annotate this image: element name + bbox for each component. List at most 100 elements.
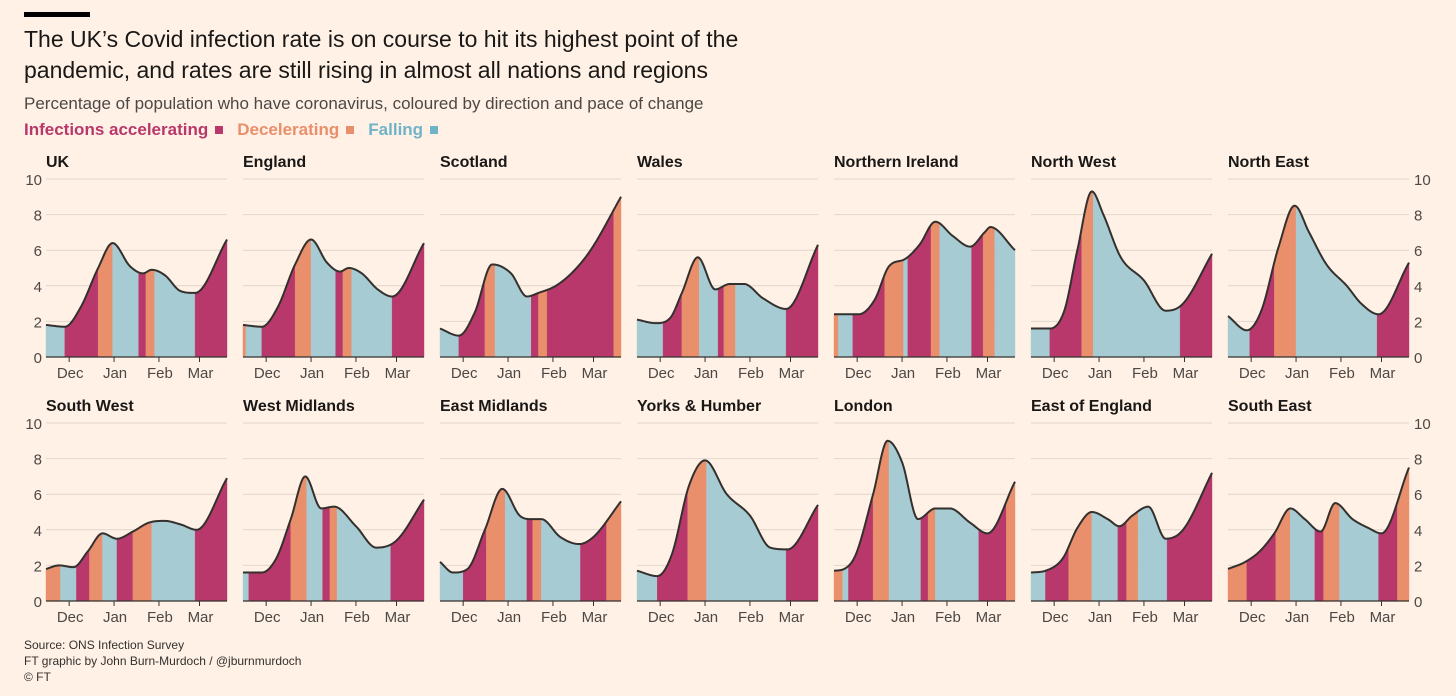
panel-london: Dec Jan Feb Mar London	[833, 398, 1016, 626]
area-accelerating	[785, 244, 819, 358]
source-note: Source: ONS Infection Survey	[24, 638, 185, 652]
area-accelerating	[138, 272, 147, 358]
series-line	[636, 244, 819, 325]
area-falling	[504, 489, 528, 602]
area-decelerating	[681, 257, 700, 358]
x-tick-label: Feb	[541, 609, 567, 626]
series-line	[834, 220, 1016, 316]
area-falling	[1137, 506, 1168, 602]
area-accelerating	[717, 285, 725, 358]
graphic-credit: FT graphic by John Burn-Murdoch / @jburn…	[24, 654, 302, 668]
area-falling	[45, 324, 66, 358]
panel-wales: Dec Jan Feb Mar Wales	[636, 154, 819, 382]
series-line	[242, 238, 425, 328]
x-tick-label: Dec	[845, 609, 872, 626]
area-decelerating	[1397, 467, 1410, 602]
panel-title: London	[834, 398, 893, 415]
x-tick-label: Jan	[891, 609, 915, 626]
x-tick-label: Dec	[254, 609, 281, 626]
area-decelerating	[1275, 508, 1291, 602]
area-falling	[636, 319, 664, 358]
x-tick-label: Mar	[582, 609, 608, 626]
x-tick-label: Dec	[845, 365, 872, 382]
area-accelerating	[785, 504, 819, 602]
area-decelerating	[329, 506, 338, 602]
x-tick-label: Mar	[1173, 365, 1199, 382]
series-line	[833, 439, 1016, 572]
series-line	[1030, 472, 1213, 574]
area-decelerating	[982, 226, 995, 358]
series-line	[1227, 467, 1410, 570]
area-falling	[838, 314, 854, 358]
area-falling	[699, 257, 719, 358]
y-tick-label: 4	[34, 279, 42, 296]
area-falling	[154, 269, 196, 358]
chart-subtitle: Percentage of population who have corona…	[24, 94, 704, 113]
panel-title: Northern Ireland	[834, 154, 958, 171]
y-tick-label: 6	[34, 487, 42, 504]
area-falling	[935, 508, 979, 602]
x-tick-label: Dec	[648, 609, 675, 626]
area-accelerating	[1246, 530, 1276, 602]
panel-title: Scotland	[440, 154, 508, 171]
panel-title: South East	[1228, 398, 1312, 415]
panel-north-west: Dec Jan Feb Mar North West	[1030, 154, 1213, 382]
series-line	[439, 487, 622, 574]
area-accelerating	[116, 531, 134, 602]
x-tick-label: Feb	[344, 609, 370, 626]
x-tick-label: Mar	[779, 365, 805, 382]
y-tick-label: 8	[1414, 208, 1422, 225]
y-tick-label: 2	[34, 314, 42, 331]
area-decelerating	[606, 500, 622, 602]
area-falling	[706, 460, 787, 602]
area-falling	[1030, 328, 1051, 358]
x-tick-label: Mar	[582, 365, 608, 382]
y-tick-label: 10	[1414, 416, 1431, 433]
y-tick-label: 2	[1414, 314, 1422, 331]
area-accelerating	[531, 292, 539, 358]
area-accelerating	[971, 233, 984, 358]
area-falling	[888, 440, 922, 602]
panel-title: Yorks & Humber	[637, 398, 761, 415]
area-accelerating	[1314, 527, 1324, 602]
y-tick-label: 4	[1414, 279, 1422, 296]
x-tick-label: Feb	[147, 365, 173, 382]
y-tick-label: 4	[1414, 523, 1422, 540]
panel-england: Dec Jan Feb Mar England	[242, 154, 425, 382]
x-tick-label: Jan	[103, 365, 127, 382]
x-tick-label: Jan	[300, 365, 324, 382]
panel-title: North West	[1031, 154, 1117, 171]
x-tick-label: Jan	[1088, 609, 1112, 626]
area-decelerating	[833, 314, 839, 358]
x-tick-label: Jan	[497, 609, 521, 626]
y-tick-label: 8	[34, 452, 42, 469]
x-tick-label: Feb	[344, 365, 370, 382]
area-decelerating	[613, 196, 622, 358]
x-tick-label: Mar	[779, 609, 805, 626]
area-falling	[351, 268, 393, 358]
y-tick-label: 4	[34, 523, 42, 540]
x-tick-label: Jan	[891, 365, 915, 382]
area-decelerating	[833, 569, 843, 602]
area-accelerating	[194, 477, 228, 602]
area-accelerating	[920, 512, 929, 602]
area-decelerating	[484, 264, 496, 358]
panel-uk: Dec Jan Feb Mar UK 0 2 4 6 8 10	[25, 154, 228, 382]
x-tick-label: Dec	[1239, 609, 1266, 626]
series-line	[45, 239, 228, 328]
panel-title: UK	[46, 154, 70, 171]
y-tick-label: 0	[34, 594, 42, 611]
panel-title: East of England	[1031, 398, 1152, 415]
top-accent-bar	[24, 12, 90, 17]
y-tick-label: 6	[1414, 243, 1422, 260]
area-decelerating	[132, 521, 152, 602]
area-accelerating	[580, 520, 607, 602]
panel-west-midlands: Dec Jan Feb Mar West Midlands	[242, 398, 425, 626]
x-tick-label: Jan	[497, 365, 521, 382]
y-tick-label: 0	[34, 350, 42, 367]
x-tick-label: Dec	[57, 365, 84, 382]
copyright-note: © FT	[24, 670, 51, 684]
series-line	[439, 196, 622, 337]
x-tick-label: Feb	[1329, 609, 1355, 626]
panel-title: South West	[46, 398, 134, 415]
